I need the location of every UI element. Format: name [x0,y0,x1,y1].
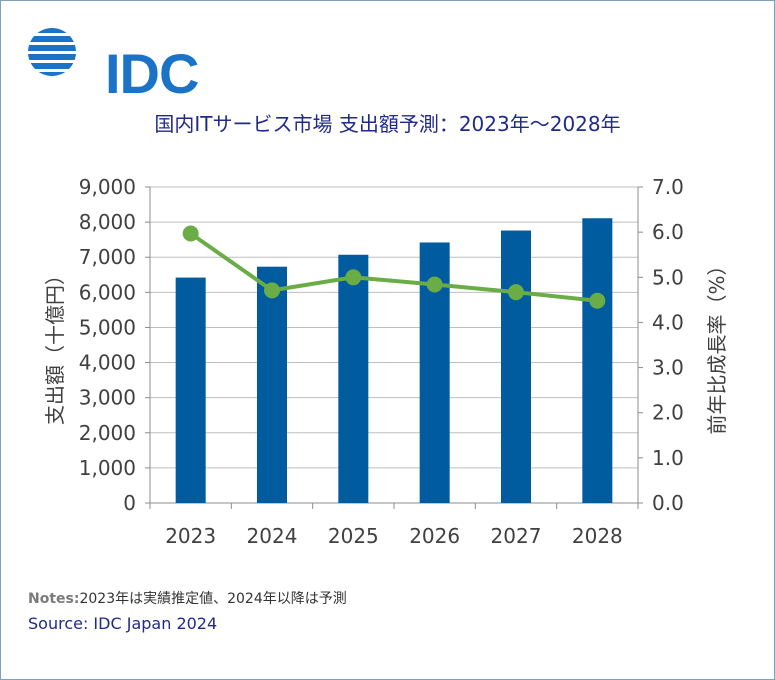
chart-canvas: 0 1,000 2,000 3,000 4,000 5,000 6,000 7,000 8,00… [43,175,729,548]
y-tick-label: 1,000 [79,456,136,480]
notes-text: 2023年は実績推定値、2024年以降は予測 [79,591,347,607]
y2-tick-label: 5.0 [652,265,684,289]
x-tick-label: 2023 [165,524,216,548]
x-tick-label: 2028 [572,524,623,548]
y-tick-label: 3,000 [79,386,136,410]
growth-point [345,269,362,286]
y2-tick-label: 2.0 [652,401,684,425]
idc-logo: IDC [28,22,199,105]
chart-title: 国内ITサービス市場 支出額予測：2023年～2028年 [154,112,621,136]
bar [582,218,613,503]
y2-tick-label: 3.0 [652,356,684,380]
y-tick-label: 8,000 [79,210,136,234]
x-tick-label: 2027 [491,524,542,548]
bar [338,254,369,503]
growth-point [264,282,280,299]
idc-logo-text: IDC [105,42,199,105]
y2-tick-label: 6.0 [652,220,684,244]
growth-point [589,292,606,309]
y-tick-label: 9,000 [79,175,136,199]
idc-globe-icon [28,28,76,76]
y-tick-label: 6,000 [79,280,136,304]
growth-line [189,231,598,303]
y2-axis-label: 前年比成長率（%） [705,255,729,434]
x-tick-label: 2026 [409,524,460,548]
y-axis-label: 支出額（十億円） [43,265,67,425]
y2-tick-label: 4.0 [652,310,684,334]
y2-tick-label: 0.0 [652,491,684,515]
bar [257,266,287,503]
x-tick-label: 2024 [247,524,298,548]
bar [501,230,531,503]
y-tick-label: 0 [123,491,136,515]
notes-label: Notes: [28,591,80,607]
x-tick-label: 2025 [328,524,379,548]
notes: Notes:2023年は実績推定値、2024年以降は予測 [28,588,347,608]
growth-point [426,276,443,293]
y-tick-label: 5,000 [79,315,136,339]
y-tick-label: 2,000 [79,421,136,445]
growth-point [182,225,199,242]
growth-point [508,284,524,301]
y-tick-label: 4,000 [79,351,136,375]
y-tick-label: 7,000 [79,245,136,269]
bar [175,277,206,503]
source-text: Source: IDC Japan 2024 [28,614,218,633]
y2-tick-label: 7.0 [652,175,684,199]
y2-tick-label: 1.0 [652,446,684,470]
